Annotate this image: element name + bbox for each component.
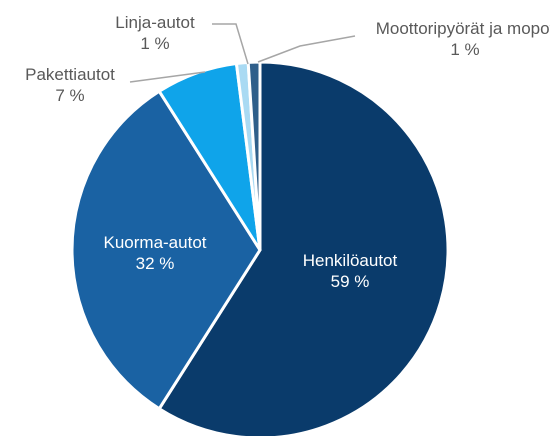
- value-label: 32 %: [135, 254, 175, 273]
- pie-slice: [157, 60, 450, 436]
- leader-line: [212, 23, 249, 65]
- category-name: Kuorma-autot: [103, 233, 207, 252]
- value-label: 1 %: [140, 34, 170, 53]
- pie-slice: [70, 89, 262, 411]
- slice-label: Henkilöautot 59 %: [285, 250, 415, 292]
- leader-line: [257, 35, 356, 63]
- value-label: 1 %: [450, 40, 480, 59]
- slice-label: Pakettiautot 7 %: [5, 64, 135, 106]
- category-name: Henkilöautot: [302, 251, 398, 270]
- leader-line: [129, 71, 206, 83]
- category-name: Pakettiautot: [25, 65, 115, 84]
- slice-label: Linja-autot 1 %: [95, 12, 215, 54]
- category-name: Moottoripyörät ja mopot: [375, 19, 550, 38]
- category-name: Linja-autot: [115, 13, 195, 32]
- value-label: 59 %: [330, 272, 370, 291]
- slice-label: Kuorma-autot 32 %: [90, 232, 220, 274]
- slice-label: Moottoripyörät ja mopot 1 %: [375, 18, 550, 60]
- value-label: 7 %: [55, 86, 85, 105]
